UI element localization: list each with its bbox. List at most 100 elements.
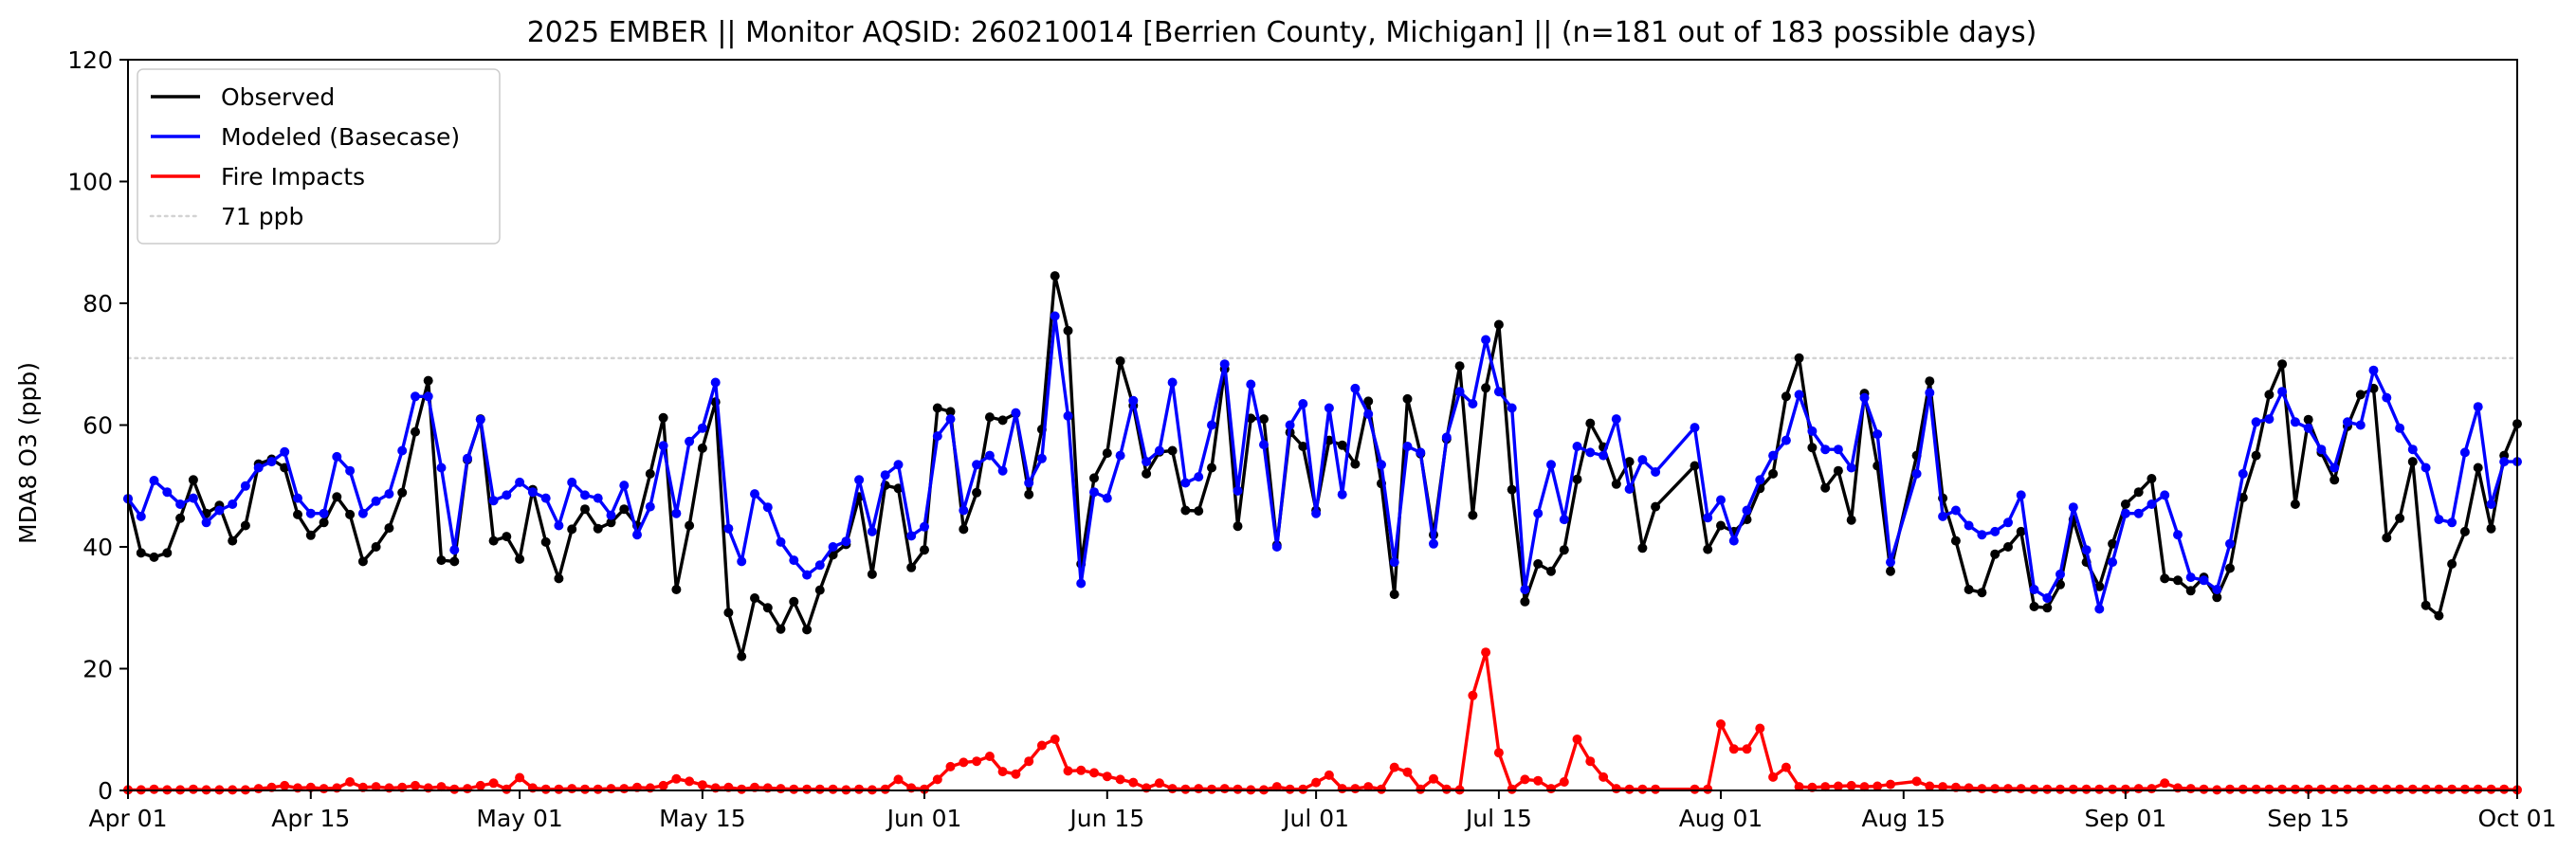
data-point	[1441, 784, 1452, 794]
data-point	[1076, 578, 1087, 589]
data-point	[149, 476, 159, 485]
data-point	[685, 436, 695, 446]
data-point	[1507, 484, 1517, 495]
data-point	[2290, 784, 2300, 794]
series-fire-impacts	[123, 647, 2522, 795]
data-point	[1050, 735, 1060, 744]
data-point	[1024, 478, 1034, 488]
data-point	[606, 510, 616, 520]
data-point	[2238, 468, 2248, 479]
data-point	[776, 624, 786, 634]
series-line-fire-impacts	[128, 650, 2518, 792]
data-point	[175, 499, 186, 509]
data-point	[737, 784, 747, 794]
data-point	[2264, 390, 2275, 400]
data-point	[488, 778, 499, 789]
data-point	[2303, 423, 2313, 433]
x-tick-label: Apr 15	[271, 805, 350, 832]
data-point	[502, 532, 512, 542]
data-point	[2120, 499, 2130, 509]
data-point	[2042, 603, 2053, 613]
data-point	[1377, 784, 1386, 794]
data-point	[1624, 484, 1635, 494]
data-point	[1651, 467, 1661, 477]
data-point	[1781, 391, 1791, 402]
data-point	[371, 782, 381, 792]
data-point	[397, 487, 408, 498]
data-point	[1128, 777, 1139, 788]
data-point	[2447, 784, 2457, 794]
data-point	[2147, 499, 2157, 509]
data-point	[2029, 784, 2039, 794]
data-point	[1402, 767, 1413, 777]
data-point	[1964, 585, 1974, 594]
data-point	[1429, 538, 1438, 549]
data-point	[554, 784, 564, 794]
data-point	[710, 377, 721, 388]
data-point	[1389, 762, 1399, 772]
data-point	[345, 465, 356, 476]
data-point	[2499, 784, 2510, 794]
data-point	[2329, 463, 2340, 473]
data-point	[1559, 777, 1569, 787]
data-point	[645, 501, 655, 512]
data-point	[1102, 448, 1112, 459]
data-point	[997, 415, 1008, 426]
data-point	[580, 490, 590, 500]
data-point	[2473, 784, 2483, 794]
data-point	[984, 752, 995, 761]
data-point	[2264, 784, 2275, 794]
data-point	[1285, 420, 1295, 430]
data-point	[2329, 784, 2340, 794]
data-point	[2055, 579, 2065, 590]
data-point	[2355, 784, 2366, 794]
data-point	[1703, 513, 1713, 523]
data-point	[802, 570, 813, 580]
data-point	[959, 505, 969, 516]
data-point	[920, 521, 929, 532]
data-point	[854, 784, 865, 794]
data-point	[920, 545, 929, 555]
data-point	[1429, 773, 1438, 784]
data-point	[1637, 455, 1648, 465]
data-point	[685, 776, 695, 787]
data-point	[2003, 542, 2013, 552]
data-point	[1911, 776, 1922, 787]
data-point	[697, 423, 707, 433]
data-point	[658, 441, 668, 451]
data-point	[1533, 508, 1544, 518]
data-point	[214, 505, 225, 516]
data-point	[2055, 569, 2065, 579]
data-point	[2434, 784, 2444, 794]
data-point	[880, 470, 890, 481]
data-point	[2016, 526, 2026, 536]
data-point	[2016, 490, 2026, 500]
data-point	[580, 784, 590, 794]
data-point	[1886, 557, 1895, 568]
data-point	[1207, 784, 1216, 794]
legend-label: 71 ppb	[221, 203, 303, 230]
data-point	[1363, 408, 1374, 419]
data-point	[893, 460, 904, 470]
data-point	[1402, 442, 1413, 451]
data-point	[2081, 545, 2092, 555]
data-point	[567, 477, 577, 487]
data-point	[2382, 533, 2392, 543]
data-point	[2251, 784, 2261, 794]
data-point	[1572, 735, 1582, 744]
x-tick-label: Aug 01	[1679, 805, 1763, 832]
data-point	[1493, 387, 1504, 397]
data-point	[2225, 538, 2235, 549]
data-point	[2459, 526, 2470, 536]
data-point	[2081, 784, 2092, 794]
data-point	[371, 542, 381, 552]
data-point	[1742, 505, 1752, 516]
data-point	[280, 780, 290, 790]
data-point	[920, 784, 929, 794]
data-point	[1128, 395, 1139, 406]
data-point	[436, 782, 447, 792]
data-point	[1194, 784, 1204, 794]
data-point	[893, 774, 904, 785]
x-axis: Apr 01 Apr 15 May 01 May 15 Jun 01 Jun 15 Jul …	[88, 790, 2556, 832]
data-point	[1950, 505, 1961, 516]
